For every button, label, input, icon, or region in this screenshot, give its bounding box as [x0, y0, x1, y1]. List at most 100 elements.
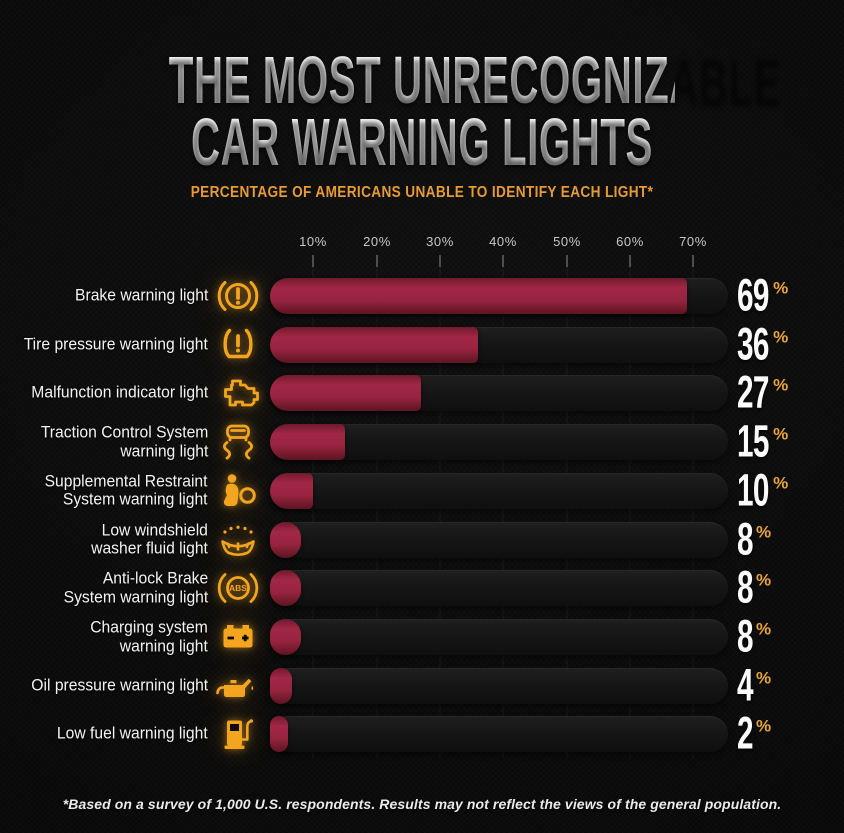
- row-value: 36%: [737, 321, 789, 366]
- x-tick-mark: [629, 255, 631, 267]
- row-value: 4%: [737, 659, 772, 711]
- bar-track: [270, 618, 728, 655]
- row-label: Low windshield washer fluid light: [91, 521, 208, 558]
- bar-fill: [270, 716, 288, 753]
- bar-fill: [270, 424, 345, 461]
- row-value: 10%: [737, 464, 789, 516]
- bar-row: Malfunction indicator light 27%: [0, 366, 844, 418]
- bar-row: Anti-lock Brake System warning light ABS 8…: [0, 561, 844, 613]
- row-value-number: 15: [737, 415, 769, 467]
- row-value-percent-sign: %: [773, 424, 789, 444]
- x-tick-label: 70%: [679, 234, 707, 249]
- row-label-line: Oil pressure warning light: [31, 676, 208, 695]
- x-tick-label: 60%: [616, 234, 644, 249]
- x-tick-label: 10%: [299, 234, 327, 249]
- bar-track: [270, 716, 728, 753]
- row-value-percent-sign: %: [756, 716, 772, 736]
- row-value-number: 10: [737, 464, 769, 516]
- oil-pressure-icon: [212, 665, 264, 707]
- row-label-line: Low fuel warning light: [57, 725, 208, 744]
- bar-row: Brake warning light 69%: [0, 269, 844, 321]
- row-value-number: 8: [737, 561, 754, 613]
- row-label-line: System warning light: [63, 588, 208, 607]
- row-label-line: Tire pressure warning light: [23, 335, 208, 354]
- bar-track: [270, 424, 728, 461]
- brake-warning-icon: [212, 275, 264, 317]
- row-label-line: Anti-lock Brake: [102, 569, 208, 588]
- row-label-line: Malfunction indicator light: [31, 384, 208, 403]
- x-tick-label: 50%: [553, 234, 581, 249]
- x-tick-mark: [312, 255, 314, 267]
- row-label-line: Low windshield: [101, 520, 208, 539]
- washer-fluid-icon: [212, 519, 264, 561]
- row-value-percent-sign: %: [773, 375, 789, 395]
- row-value-number: 69: [737, 269, 769, 321]
- row-label-line: Charging system: [90, 618, 208, 637]
- row-value-percent-sign: %: [756, 522, 772, 542]
- bar-fill: [270, 521, 301, 558]
- x-tick-mark: [376, 255, 378, 267]
- row-value-percent-sign: %: [756, 570, 772, 590]
- row-value-percent-sign: %: [773, 473, 789, 493]
- row-label: Anti-lock Brake System warning light: [63, 570, 208, 607]
- row-label: Malfunction indicator light: [31, 384, 208, 403]
- bar-row: Oil pressure warning light 4%: [0, 659, 844, 711]
- row-value: 27%: [737, 366, 789, 418]
- x-tick-mark: [566, 255, 568, 267]
- bar-track: [270, 521, 728, 558]
- bar-fill: [270, 375, 421, 412]
- bar-row: Charging system warning light 8%: [0, 610, 844, 662]
- row-label-line: Traction Control System: [40, 423, 208, 442]
- bar-fill: [270, 618, 301, 655]
- battery-icon: [212, 616, 264, 658]
- x-tick-mark: [502, 255, 504, 267]
- row-value-number: 4: [737, 659, 754, 711]
- bar-row: Traction Control System warning light 15%: [0, 415, 844, 467]
- bar-track: [270, 667, 728, 704]
- x-tick-label: 30%: [426, 234, 454, 249]
- row-value-number: 8: [737, 610, 754, 662]
- row-label: Tire pressure warning light: [24, 335, 208, 354]
- row-label-line: warning light: [119, 442, 208, 461]
- svg-text:ABS: ABS: [229, 583, 247, 593]
- bar-row: Supplemental Restraint System warning lig…: [0, 464, 844, 516]
- row-value: 8%: [737, 610, 772, 662]
- x-tick-mark: [692, 255, 694, 267]
- header: THE MOST UNRECOGNIZABLE CAR WARNING LIGH…: [0, 43, 844, 202]
- bar-fill: [270, 472, 314, 509]
- bar-fill: [270, 667, 292, 704]
- row-label: Brake warning light: [75, 287, 208, 306]
- engine-malfunction-icon: [212, 372, 264, 414]
- row-value: 15%: [737, 415, 789, 467]
- row-value: 69%: [737, 269, 789, 321]
- row-value-number: 27: [737, 366, 769, 418]
- row-label: Supplemental Restraint System warning lig…: [45, 472, 208, 509]
- traction-control-icon: [212, 421, 264, 463]
- row-value-number: 8: [737, 513, 754, 565]
- row-value-percent-sign: %: [773, 278, 789, 298]
- row-value-percent-sign: %: [756, 668, 772, 688]
- row-value: 2%: [737, 707, 772, 759]
- fuel-pump-icon: [212, 713, 264, 755]
- title-line-1: THE MOST UNRECOGNIZABLE: [168, 43, 782, 118]
- bar-fill: [270, 326, 478, 363]
- bar-row: Low fuel warning light 2%: [0, 707, 844, 759]
- x-tick-label: 20%: [363, 234, 391, 249]
- row-value-number: 2: [737, 707, 754, 759]
- row-label-line: washer fluid light: [91, 539, 208, 558]
- row-label: Oil pressure warning light: [31, 676, 208, 695]
- row-value-percent-sign: %: [773, 327, 789, 347]
- airbag-icon: [212, 470, 264, 512]
- row-label-line: warning light: [119, 636, 208, 655]
- row-value: 8%: [737, 513, 772, 565]
- row-label-line: System warning light: [63, 490, 208, 509]
- row-value-percent-sign: %: [756, 619, 772, 639]
- x-tick-mark: [439, 255, 441, 267]
- bar-fill: [270, 570, 301, 607]
- title-line-2: CAR WARNING LIGHTS: [169, 109, 675, 176]
- bar-chart: 10% 20% 30% 40% 50% 60% 70% Brake warning ligh…: [0, 228, 844, 776]
- bar-track: [270, 570, 728, 607]
- bar-row: Low windshield washer fluid light 8%: [0, 513, 844, 565]
- row-label-line: Brake warning light: [74, 286, 208, 305]
